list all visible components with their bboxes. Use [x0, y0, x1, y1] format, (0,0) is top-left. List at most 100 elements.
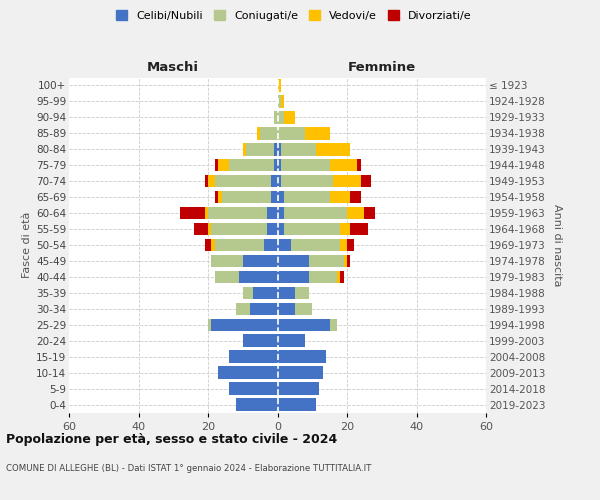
Legend: Celibi/Nubili, Coniugati/e, Vedovi/e, Divorziati/e: Celibi/Nubili, Coniugati/e, Vedovi/e, Di…: [112, 6, 476, 25]
Bar: [243, 286, 253, 299]
Bar: [295, 302, 312, 315]
Bar: [243, 143, 246, 156]
Bar: [250, 302, 277, 315]
Bar: [277, 111, 284, 124]
Bar: [211, 223, 267, 235]
Bar: [260, 127, 277, 140]
Bar: [236, 302, 250, 315]
Bar: [350, 223, 368, 235]
Text: COMUNE DI ALLEGHE (BL) - Dati ISTAT 1° gennaio 2024 - Elaborazione TUTTITALIA.IT: COMUNE DI ALLEGHE (BL) - Dati ISTAT 1° g…: [6, 464, 371, 473]
Bar: [180, 207, 205, 220]
Bar: [239, 270, 277, 283]
Bar: [364, 207, 375, 220]
Bar: [347, 254, 350, 267]
Bar: [222, 191, 271, 203]
Bar: [205, 207, 208, 220]
Bar: [277, 350, 326, 363]
Text: Popolazione per età, sesso e stato civile - 2024: Popolazione per età, sesso e stato civil…: [6, 432, 337, 446]
Bar: [333, 175, 361, 188]
Bar: [329, 191, 350, 203]
Bar: [277, 302, 295, 315]
Bar: [340, 270, 344, 283]
Bar: [277, 127, 305, 140]
Bar: [340, 239, 347, 251]
Bar: [358, 159, 361, 172]
Bar: [284, 223, 340, 235]
Bar: [277, 254, 309, 267]
Bar: [281, 175, 333, 188]
Bar: [211, 254, 243, 267]
Bar: [218, 366, 277, 379]
Bar: [243, 334, 277, 347]
Bar: [215, 239, 263, 251]
Text: Femmine: Femmine: [347, 62, 416, 74]
Bar: [208, 223, 211, 235]
Bar: [218, 191, 222, 203]
Bar: [347, 207, 364, 220]
Bar: [208, 207, 267, 220]
Bar: [229, 382, 277, 395]
Bar: [277, 95, 281, 108]
Bar: [257, 127, 260, 140]
Y-axis label: Fasce di età: Fasce di età: [22, 212, 32, 278]
Bar: [337, 270, 340, 283]
Bar: [208, 318, 211, 331]
Bar: [271, 175, 277, 188]
Bar: [277, 334, 305, 347]
Bar: [277, 270, 309, 283]
Bar: [277, 366, 323, 379]
Bar: [347, 239, 354, 251]
Bar: [211, 318, 277, 331]
Bar: [292, 239, 340, 251]
Bar: [277, 207, 284, 220]
Text: Maschi: Maschi: [147, 62, 199, 74]
Bar: [277, 286, 295, 299]
Bar: [316, 143, 350, 156]
Bar: [361, 175, 371, 188]
Bar: [284, 207, 347, 220]
Bar: [277, 239, 292, 251]
Bar: [350, 191, 361, 203]
Bar: [329, 318, 337, 331]
Bar: [277, 398, 316, 410]
Bar: [267, 223, 277, 235]
Bar: [194, 223, 208, 235]
Bar: [211, 239, 215, 251]
Bar: [277, 191, 284, 203]
Bar: [236, 398, 277, 410]
Bar: [277, 159, 281, 172]
Bar: [274, 143, 277, 156]
Bar: [309, 254, 344, 267]
Bar: [229, 350, 277, 363]
Bar: [205, 175, 208, 188]
Bar: [215, 175, 271, 188]
Bar: [253, 286, 277, 299]
Bar: [281, 95, 284, 108]
Bar: [277, 318, 329, 331]
Bar: [208, 175, 215, 188]
Bar: [205, 239, 211, 251]
Bar: [277, 80, 281, 92]
Bar: [215, 159, 218, 172]
Bar: [274, 111, 277, 124]
Bar: [271, 191, 277, 203]
Bar: [263, 239, 277, 251]
Bar: [309, 270, 337, 283]
Bar: [340, 223, 350, 235]
Bar: [246, 143, 274, 156]
Bar: [274, 159, 277, 172]
Bar: [295, 286, 309, 299]
Bar: [305, 127, 329, 140]
Y-axis label: Anni di nascita: Anni di nascita: [552, 204, 562, 286]
Bar: [229, 159, 274, 172]
Bar: [277, 175, 281, 188]
Bar: [277, 382, 319, 395]
Bar: [281, 159, 329, 172]
Bar: [277, 143, 281, 156]
Bar: [267, 207, 277, 220]
Bar: [215, 191, 218, 203]
Bar: [329, 159, 358, 172]
Bar: [218, 159, 229, 172]
Bar: [277, 223, 284, 235]
Bar: [215, 270, 239, 283]
